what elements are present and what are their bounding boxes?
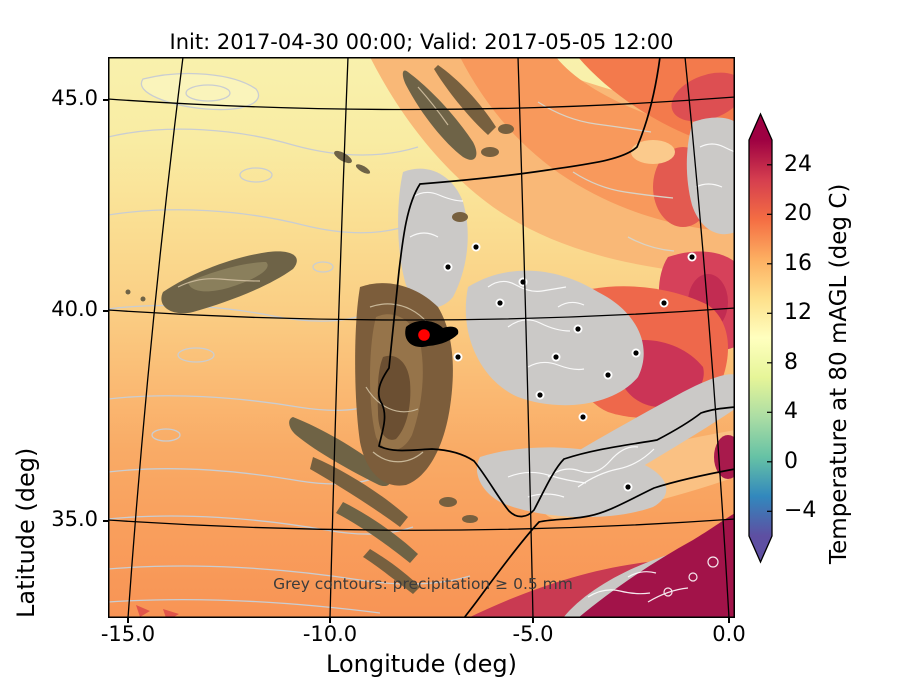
cbtick-16: 16 <box>784 251 812 276</box>
ytick-45: 45.0 <box>51 86 98 110</box>
x-tickmark <box>329 618 331 623</box>
xtick--10: -10.0 <box>302 622 358 646</box>
ytick-40: 40.0 <box>51 297 98 321</box>
y-tickmark <box>103 99 108 101</box>
plot-frame <box>108 57 735 618</box>
map-canvas: Grey contours: precipitation ≥ 0.5 mm <box>108 57 735 618</box>
xtick-0: 0.0 <box>712 622 746 646</box>
minor-warm-spots <box>136 605 179 618</box>
cbtick-8: 8 <box>784 350 798 375</box>
xtick--15: -15.0 <box>100 622 156 646</box>
cool-patch-contours <box>140 72 259 111</box>
plot-title: Init: 2017-04-30 00:00; Valid: 2017-05-0… <box>169 30 674 54</box>
colorbar-label: Temperature at 80 mAGL (deg C) <box>826 183 852 564</box>
y-tickmark <box>103 310 108 312</box>
cloud-contour-squiggles <box>409 143 735 603</box>
colorbar-bar <box>748 112 773 564</box>
cbtick-12: 12 <box>784 300 812 325</box>
colorbar-tickmarks <box>767 164 772 512</box>
site-marker <box>405 320 459 348</box>
rain-band-shading-ocean <box>125 65 496 594</box>
x-tickmark <box>532 618 534 623</box>
x-tickmark <box>127 618 129 623</box>
ytick-35: 35.0 <box>51 507 98 531</box>
xtick--5: -5.0 <box>512 622 554 646</box>
coastline <box>377 57 735 618</box>
x-tickmark <box>728 618 730 623</box>
cbtick-m4: −4 <box>784 498 817 523</box>
precipitation-note: Grey contours: precipitation ≥ 0.5 mm <box>273 575 573 593</box>
cbtick-24: 24 <box>784 152 812 177</box>
y-axis-label: Latitude (deg) <box>12 447 40 618</box>
x-axis-label: Longitude (deg) <box>326 650 517 678</box>
cbtick-20: 20 <box>784 201 812 226</box>
cbtick-4: 4 <box>784 399 798 424</box>
colorbar <box>748 112 773 564</box>
extremum-dots <box>443 242 697 492</box>
graticule <box>108 57 735 618</box>
y-tickmark <box>103 520 108 522</box>
cbtick-0: 0 <box>784 449 798 474</box>
